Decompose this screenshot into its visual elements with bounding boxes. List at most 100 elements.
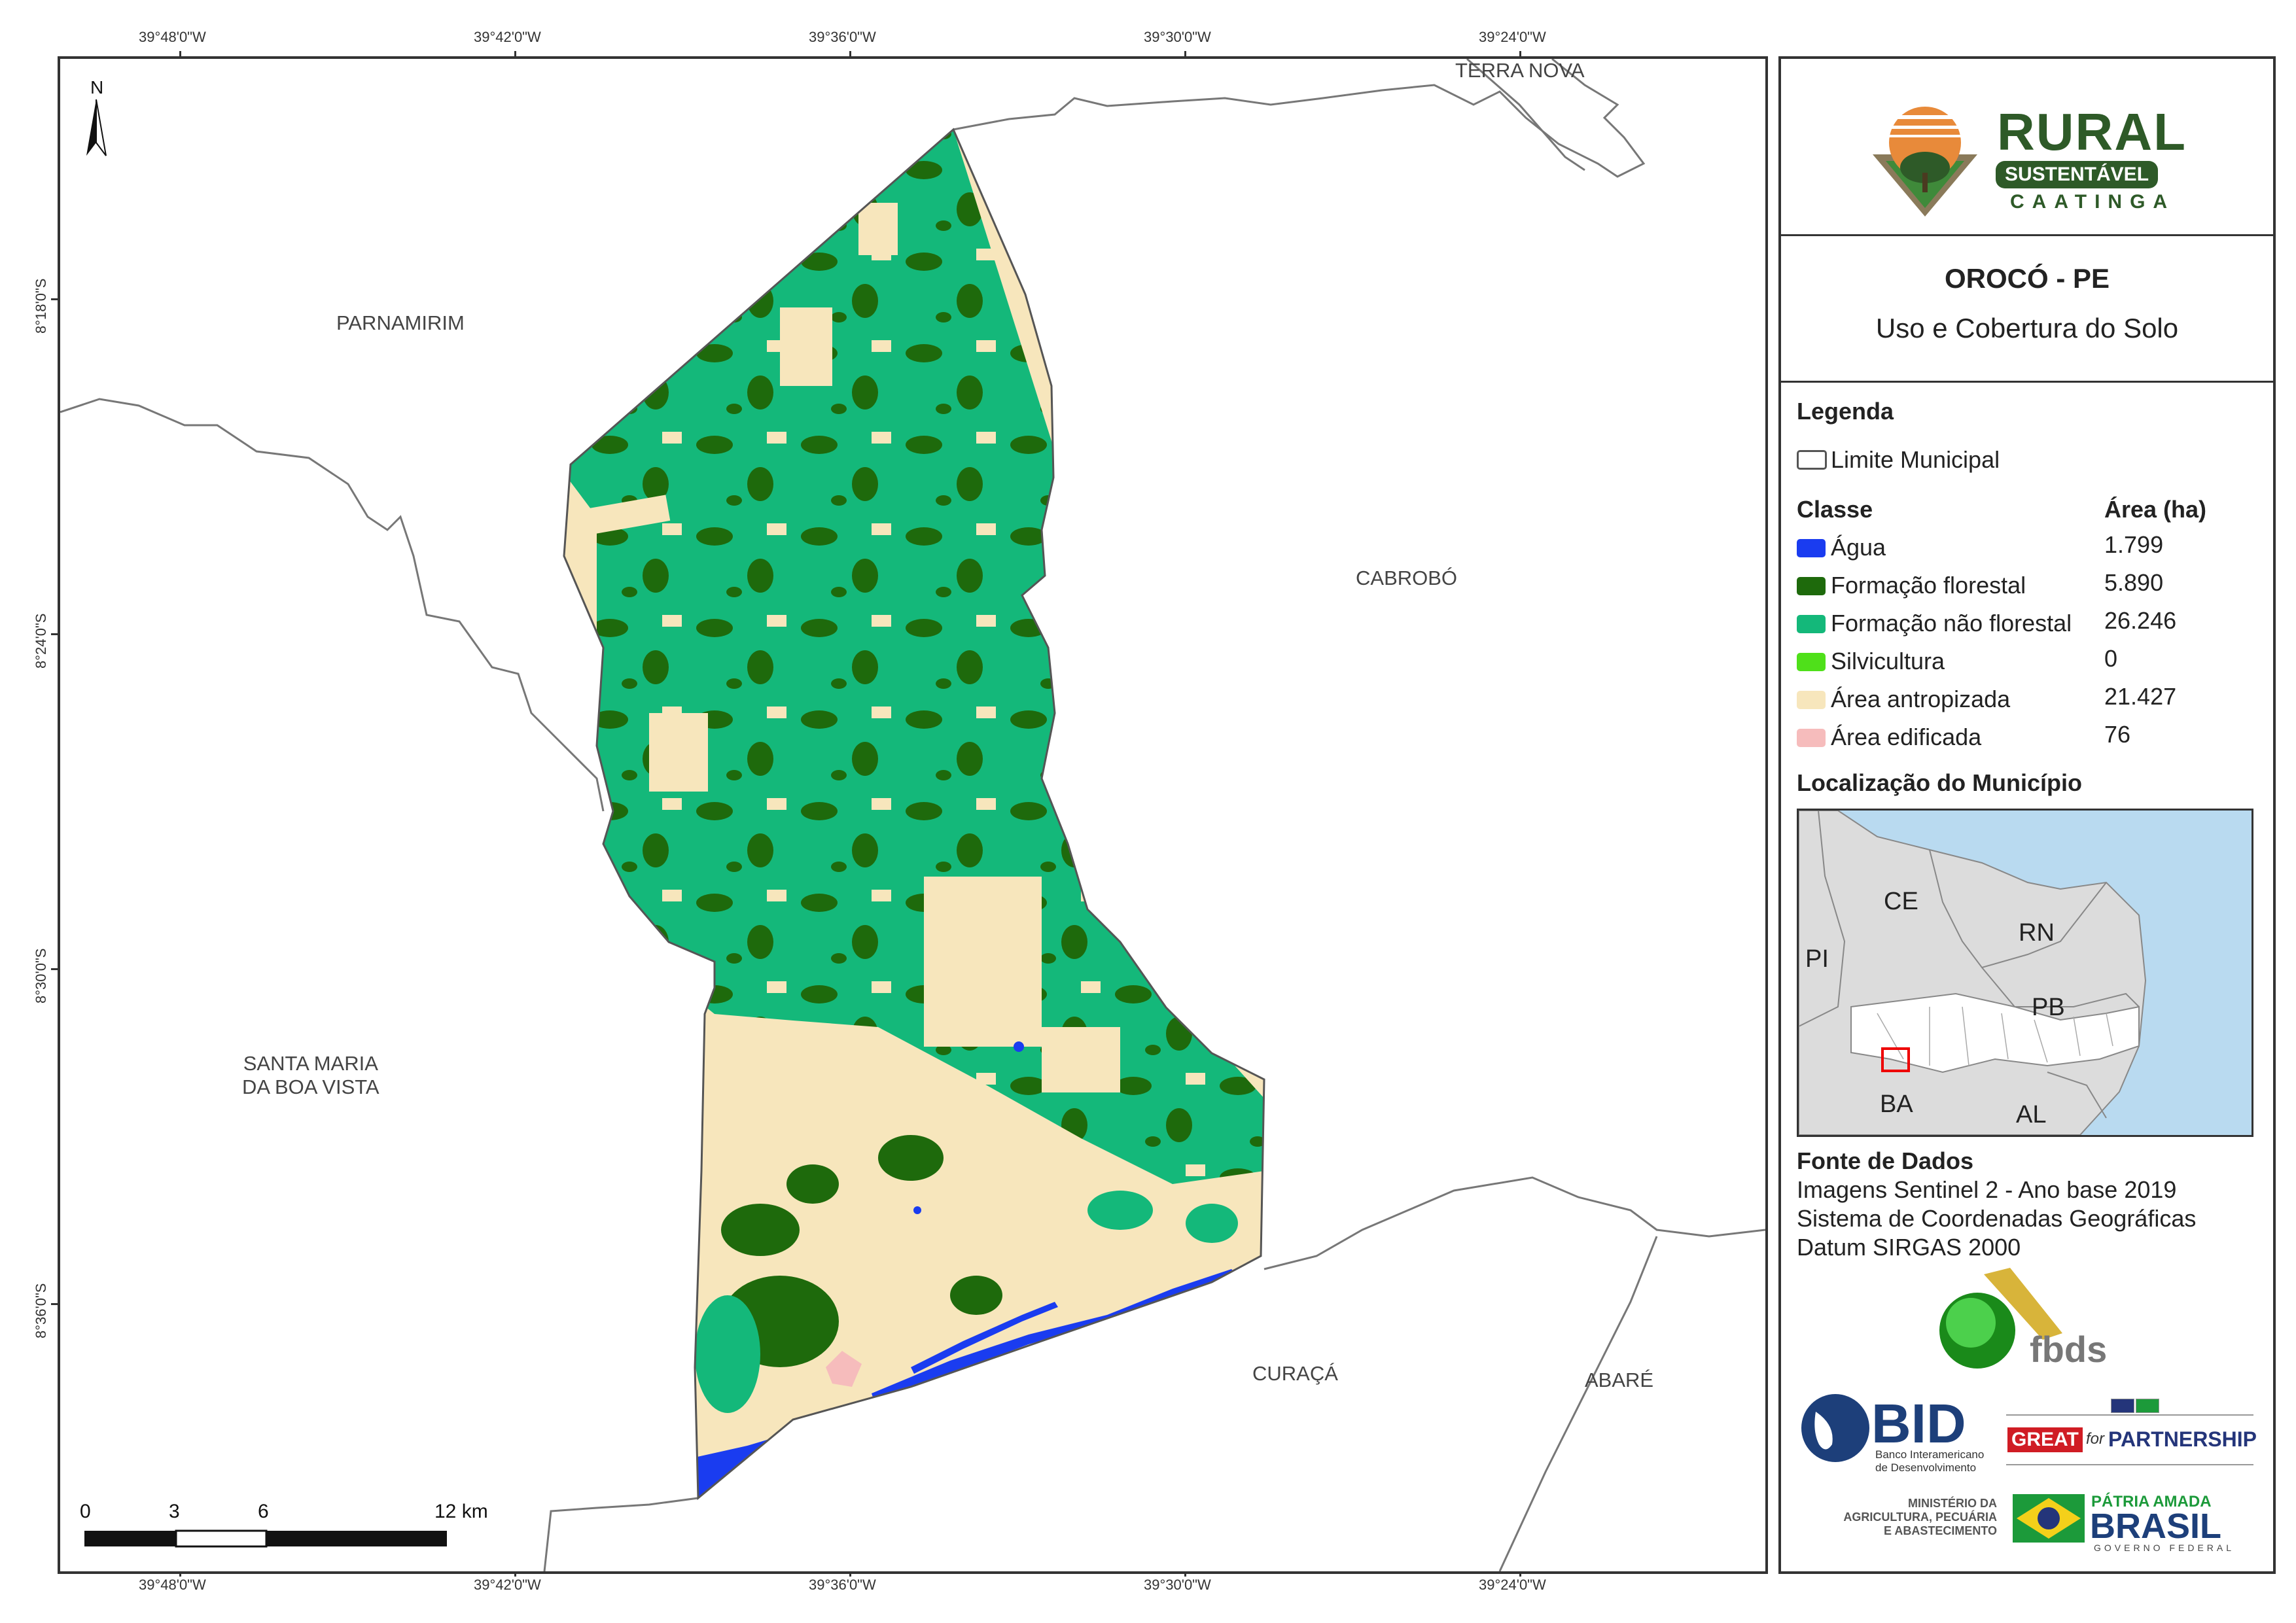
patria-amada-text: PÁTRIA AMADA: [2091, 1493, 2212, 1510]
legend-swatch: [1797, 729, 1826, 747]
lat-label-1: 8°18'0"S: [33, 278, 49, 334]
state-pi: PI: [1805, 945, 1829, 973]
legend-class-name: Formação florestal: [1831, 572, 2026, 599]
tick-mark: [1519, 51, 1521, 59]
legend-swatch: [1797, 615, 1826, 633]
label-santa-maria-line1: SANTA MARIA: [243, 1052, 378, 1075]
legend-panel: RURAL SUSTENTÁVEL CAATINGA OROCÓ - PE Us…: [1778, 56, 2276, 1574]
tick-mark: [179, 51, 181, 59]
divider: [1781, 381, 2273, 383]
lon-label-bottom-3: 39°36'0"W: [809, 1577, 876, 1593]
boundary-line: [1263, 1176, 1765, 1270]
rural-sustentavel-logo: RURAL SUSTENTÁVEL CAATINGA: [1860, 96, 2200, 220]
brasil-flag-icon: [2013, 1494, 2085, 1543]
legend-swatch: [1797, 653, 1826, 671]
municipal-limit: [563, 128, 1265, 1501]
legend-class-area: 76: [2104, 721, 2131, 748]
location-inset-map: CE RN PI PB BA AL: [1797, 809, 2253, 1137]
logo-rural: RURAL: [1997, 103, 2187, 161]
label-terra-nova: TERRA NOVA: [1455, 59, 1585, 82]
class-header: Classe: [1797, 496, 1873, 523]
state-ba: BA: [1880, 1091, 1913, 1118]
legend-class-name: Área antropizada: [1831, 686, 2011, 712]
fbds-emblem-icon: [1939, 1268, 2062, 1369]
legend-swatch: [1797, 539, 1826, 557]
label-cabrobo: CABROBÓ: [1356, 567, 1458, 589]
partnership-text: PARTNERSHIP: [2108, 1427, 2257, 1451]
lon-label-top-5: 39°24'0"W: [1479, 29, 1546, 45]
tick-mark: [51, 968, 59, 970]
boundary-line: [60, 398, 605, 812]
bid-text: BID: [1871, 1393, 1966, 1454]
bid-logo: BID Banco Interamericano de Desenvolvime…: [1799, 1392, 2009, 1477]
lon-label-top-4: 39°30'0"W: [1144, 29, 1211, 45]
legend-heading: Legenda: [1797, 398, 1894, 425]
lon-label-top-3: 39°36'0"W: [809, 29, 876, 45]
for-text: for: [2086, 1430, 2105, 1448]
great-partnership-logo: GREAT for PARTNERSHIP: [2006, 1399, 2261, 1471]
scale-label-0: 0: [80, 1501, 91, 1522]
sources-heading: Fonte de Dados: [1797, 1147, 1974, 1174]
tick-mark: [849, 51, 851, 59]
label-santa-maria-line2: DA BOA VISTA: [242, 1075, 380, 1098]
legend-class-area: 5.890: [2104, 569, 2164, 596]
label-santa-maria: SANTA MARIA DA BOA VISTA: [242, 1052, 380, 1099]
lon-label-bottom-4: 39°30'0"W: [1144, 1577, 1211, 1593]
ministerio-line-3: E ABASTECIMENTO: [1883, 1524, 1997, 1537]
location-heading: Localização do Município: [1797, 769, 2083, 796]
tick-mark: [1184, 51, 1186, 59]
inset-map-canvas: [1799, 811, 2147, 1135]
state-rn: RN: [2019, 919, 2055, 947]
lat-label-3: 8°30'0"S: [33, 948, 49, 1003]
legend-class-name: Água: [1831, 534, 1886, 561]
map-frame[interactable]: N TERRA NOVA PARNAMIRIM CABROBÓ SANTA MA…: [58, 56, 1768, 1574]
fbds-text: fbds: [2030, 1329, 2108, 1370]
brasil-text: BRASIL: [2090, 1507, 2221, 1546]
lat-label-2: 8°24'0"S: [33, 613, 49, 669]
label-abare: ABARÉ: [1585, 1369, 1654, 1391]
municipality-landcover: [564, 130, 1264, 1498]
tick-mark: [514, 51, 516, 59]
divider: [1781, 234, 2273, 236]
scale-label-3: 3: [169, 1501, 180, 1522]
flag-brazil-icon: [2136, 1399, 2159, 1413]
lon-label-top-1: 39°48'0"W: [139, 29, 206, 45]
label-curaca: CURAÇÁ: [1252, 1362, 1338, 1385]
tick-mark: [51, 1303, 59, 1305]
lat-label-4: 8°36'0"S: [33, 1283, 49, 1338]
source-line-2: Sistema de Coordenadas Geográficas: [1797, 1205, 2197, 1232]
legend-class-area: 21.427: [2104, 683, 2177, 710]
lon-label-bottom-5: 39°24'0"W: [1479, 1577, 1546, 1593]
divider: [2006, 1464, 2253, 1465]
map-subtitle: Uso e Cobertura do Solo: [1875, 313, 2179, 343]
great-text: GREAT: [2007, 1427, 2083, 1452]
governo-federal-text: GOVERNO FEDERAL: [2094, 1543, 2235, 1553]
logo-emblem-icon: [1873, 107, 1977, 217]
map-title: OROCÓ - PE: [1944, 263, 2110, 294]
lon-label-top-2: 39°42'0"W: [474, 29, 541, 45]
tick-mark: [51, 633, 59, 635]
north-label: N: [90, 77, 104, 97]
boundary-line: [543, 1497, 699, 1571]
legend-class-name: Área edificada: [1831, 724, 1982, 750]
ministerio-line-1: MINISTÉRIO DA: [1907, 1497, 1997, 1510]
state-pb: PB: [2032, 994, 2065, 1021]
limit-label: Limite Municipal: [1831, 446, 2000, 473]
flag-uk-icon: [2111, 1399, 2134, 1413]
fbds-logo: fbds: [1932, 1268, 2128, 1372]
source-line-3: Datum SIRGAS 2000: [1797, 1234, 2021, 1261]
lon-label-bottom-1: 39°48'0"W: [139, 1577, 206, 1593]
state-al: AL: [2016, 1101, 2047, 1128]
map-canvas: [60, 59, 1765, 1571]
bid-globe-icon: [1801, 1394, 1869, 1462]
area-header: Área (ha): [2104, 496, 2207, 523]
legend-class-name: Silvicultura: [1831, 648, 1945, 674]
boundary-line: [1498, 1236, 1658, 1571]
boundary-line: [1466, 59, 1585, 171]
north-arrow-icon: [86, 99, 107, 156]
logo-caatinga: CAATINGA: [2010, 191, 2176, 213]
legend-class-area: 1.799: [2104, 531, 2164, 558]
legend-class-name: Formação não florestal: [1831, 610, 2072, 637]
divider: [2006, 1414, 2253, 1416]
scale-label-6: 6: [258, 1501, 269, 1522]
